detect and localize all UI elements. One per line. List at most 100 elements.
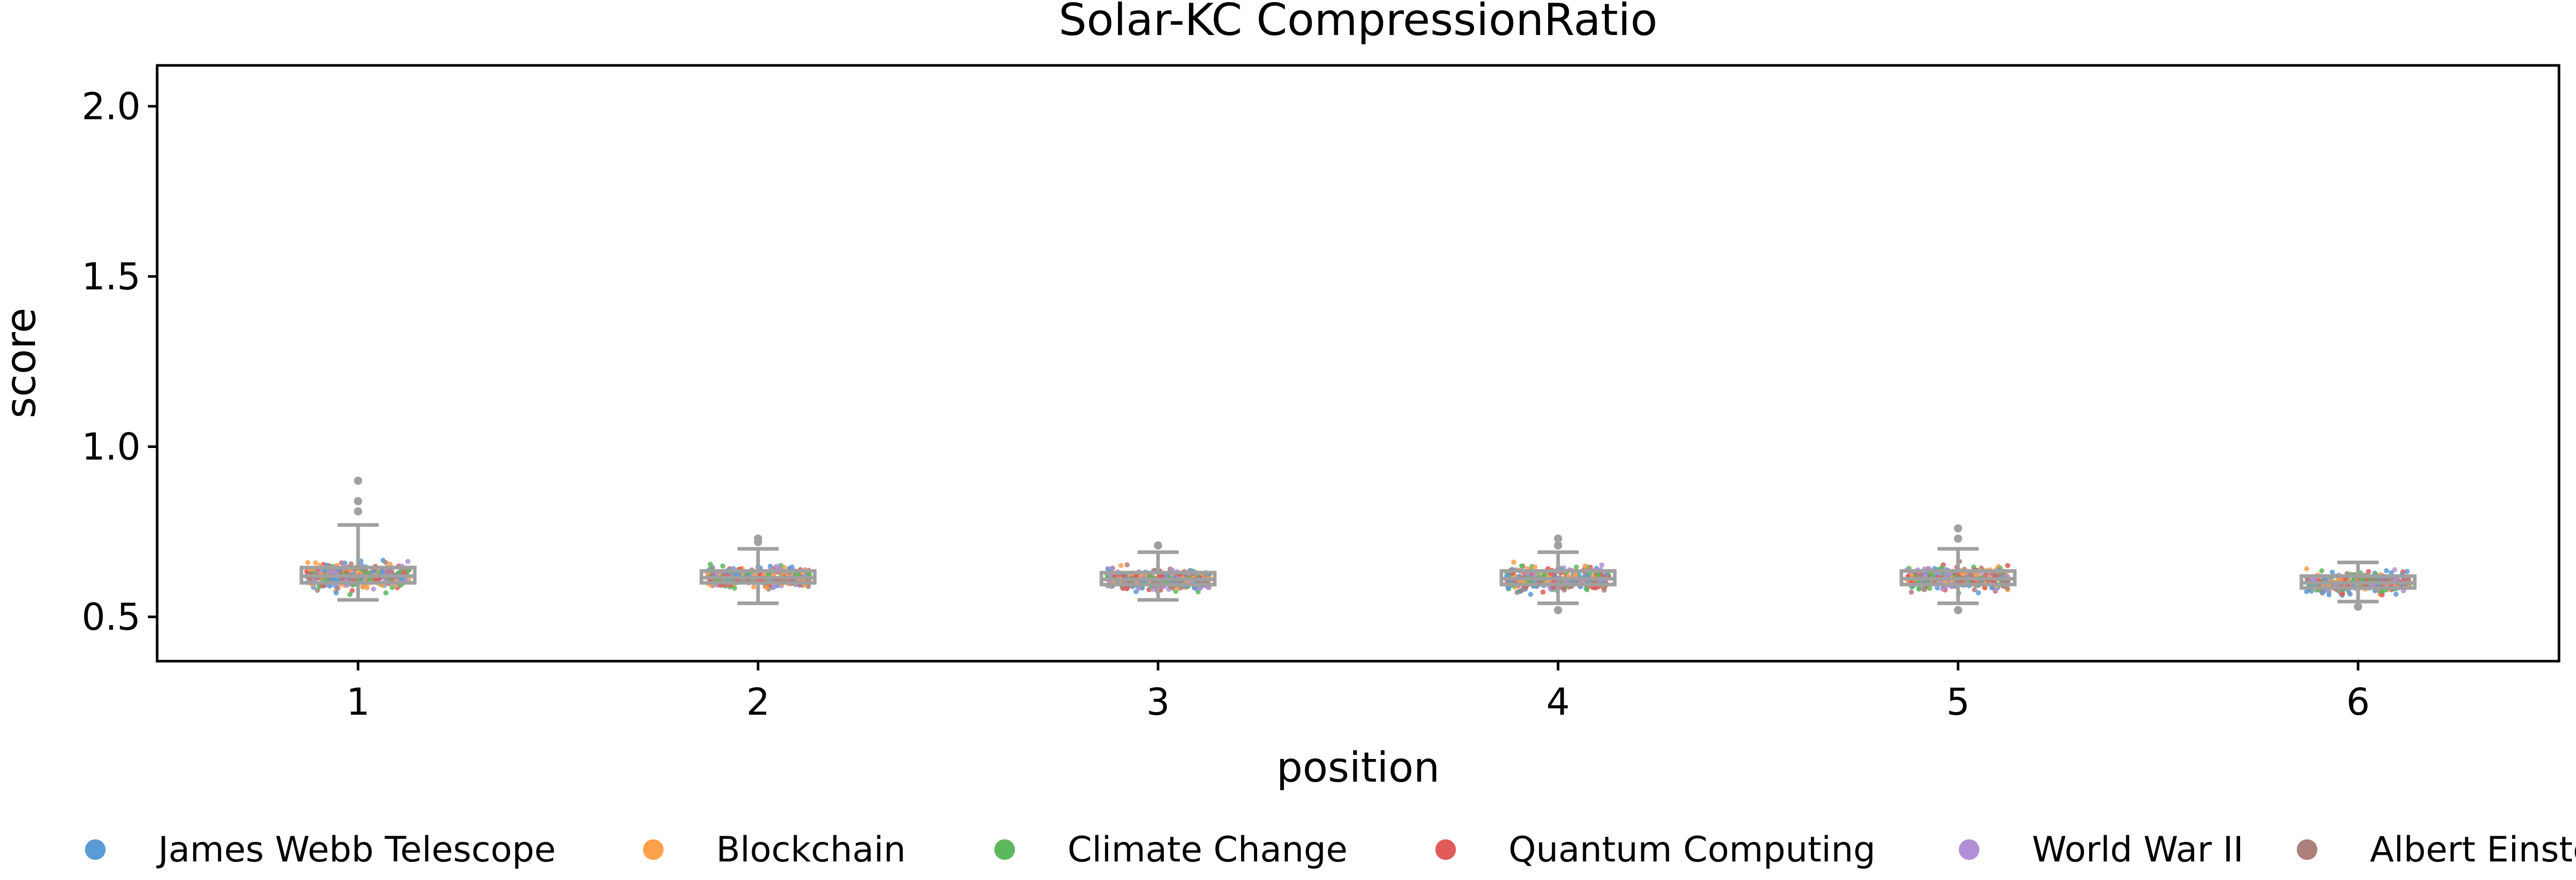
strip-point — [1599, 562, 1604, 568]
legend-item: World War II — [1959, 830, 2244, 870]
strip-point — [1935, 585, 1940, 591]
legend-label: Albert Einstein — [2370, 830, 2576, 870]
x-axis: 1 2 3 4 5 6 — [346, 661, 2370, 723]
strip-point — [1939, 565, 1944, 571]
plot-frame — [156, 64, 2561, 663]
x-axis-label: position — [1277, 744, 1440, 791]
strip-point — [768, 563, 773, 569]
strip-point — [2304, 589, 2310, 594]
strip-point — [329, 570, 334, 575]
strip-point — [2320, 589, 2326, 595]
strip-point — [371, 586, 376, 592]
legend-marker — [994, 839, 1015, 860]
legend-marker — [2297, 839, 2317, 860]
strip-point — [2304, 566, 2310, 572]
strip-point — [1511, 559, 1517, 565]
strip-point — [2388, 570, 2394, 576]
flier-point — [1554, 534, 1563, 543]
strip-point — [347, 592, 353, 597]
strip-point — [1922, 587, 1927, 593]
legend-item: Blockchain — [643, 830, 906, 870]
legend: James Webb Telescope Blockchain Climate Ch… — [85, 830, 2576, 870]
strip-point — [2005, 563, 2010, 568]
strip-point — [321, 568, 327, 574]
legend-item: Quantum Computing — [1435, 830, 1875, 870]
strip-point — [360, 584, 366, 590]
flier-point — [1954, 524, 1962, 533]
strip-point — [1532, 564, 1538, 570]
legend-label: James Webb Telescope — [156, 830, 556, 870]
strip-point — [2406, 577, 2412, 582]
flier-point — [354, 476, 362, 485]
box-6 — [2299, 560, 2417, 611]
strip-point — [1976, 590, 1981, 596]
legend-label: Blockchain — [716, 830, 906, 870]
x-tick-label: 3 — [1146, 680, 1170, 723]
legend-item: Albert Einstein — [2297, 830, 2576, 870]
flier-point — [1154, 541, 1162, 550]
box-1 — [299, 476, 417, 602]
strip-point — [1582, 563, 1588, 569]
strip-point — [333, 590, 339, 596]
strip-point — [1927, 585, 1933, 591]
y-tick-label: 1.0 — [81, 425, 141, 468]
strip-point — [1150, 586, 1156, 592]
strip-point — [364, 585, 370, 591]
y-tick-label: 1.5 — [81, 255, 141, 298]
strip-point — [1908, 590, 1914, 595]
strip-point — [772, 584, 777, 590]
strip-point — [383, 590, 388, 596]
strip-point — [405, 559, 411, 564]
strip-point — [1532, 572, 1538, 578]
strip-point — [1972, 587, 1977, 593]
strip-point — [379, 568, 385, 574]
flier-point — [2354, 602, 2362, 611]
box-2 — [699, 534, 817, 606]
flier-point — [354, 507, 362, 516]
strip-point — [1519, 588, 1524, 593]
chart-title: Solar-KC CompressionRatio — [1059, 0, 1658, 46]
strip-point — [2384, 568, 2389, 574]
legend-item: James Webb Telescope — [85, 830, 556, 870]
y-axis: 0.5 1.0 1.5 2.0 — [81, 84, 157, 639]
strip-point — [305, 560, 311, 565]
box-3 — [1099, 541, 1217, 602]
strip-point — [1146, 574, 1152, 579]
strip-point — [2309, 589, 2314, 594]
strip-point — [732, 585, 737, 591]
strip-point — [1996, 573, 2002, 578]
strip-point — [349, 588, 355, 593]
strip-point — [2330, 570, 2335, 575]
strip-point — [387, 561, 393, 567]
strip-point — [1572, 573, 1578, 578]
strip-point — [327, 583, 332, 589]
strip-point — [1573, 564, 1579, 570]
strip-point — [2393, 591, 2399, 597]
y-tick-label: 2.0 — [81, 84, 141, 128]
strip-point — [2351, 577, 2357, 582]
strip-point — [1197, 585, 1202, 591]
y-axis-label: score — [0, 308, 45, 419]
legend-item: Climate Change — [994, 830, 1348, 870]
strip-point — [774, 563, 779, 569]
strip-point — [2379, 589, 2384, 594]
x-tick-label: 4 — [1546, 680, 1570, 723]
x-tick-label: 2 — [746, 680, 770, 723]
strip-point — [1943, 573, 1949, 578]
strip-point — [335, 585, 341, 591]
strip-point — [1540, 589, 1546, 595]
legend-marker — [643, 839, 664, 860]
flier-point — [1954, 534, 1962, 543]
legend-marker — [1959, 839, 1979, 860]
strip-point — [707, 561, 713, 567]
strip-point — [401, 570, 407, 576]
strip-point — [1973, 572, 1978, 577]
strip-point — [313, 560, 318, 566]
legend-label: World War II — [2032, 830, 2244, 870]
strip-point — [1118, 563, 1124, 568]
strip-point — [1124, 562, 1130, 567]
strip-point — [348, 561, 354, 567]
strip-point — [793, 572, 799, 577]
strip-point — [1982, 585, 1988, 591]
